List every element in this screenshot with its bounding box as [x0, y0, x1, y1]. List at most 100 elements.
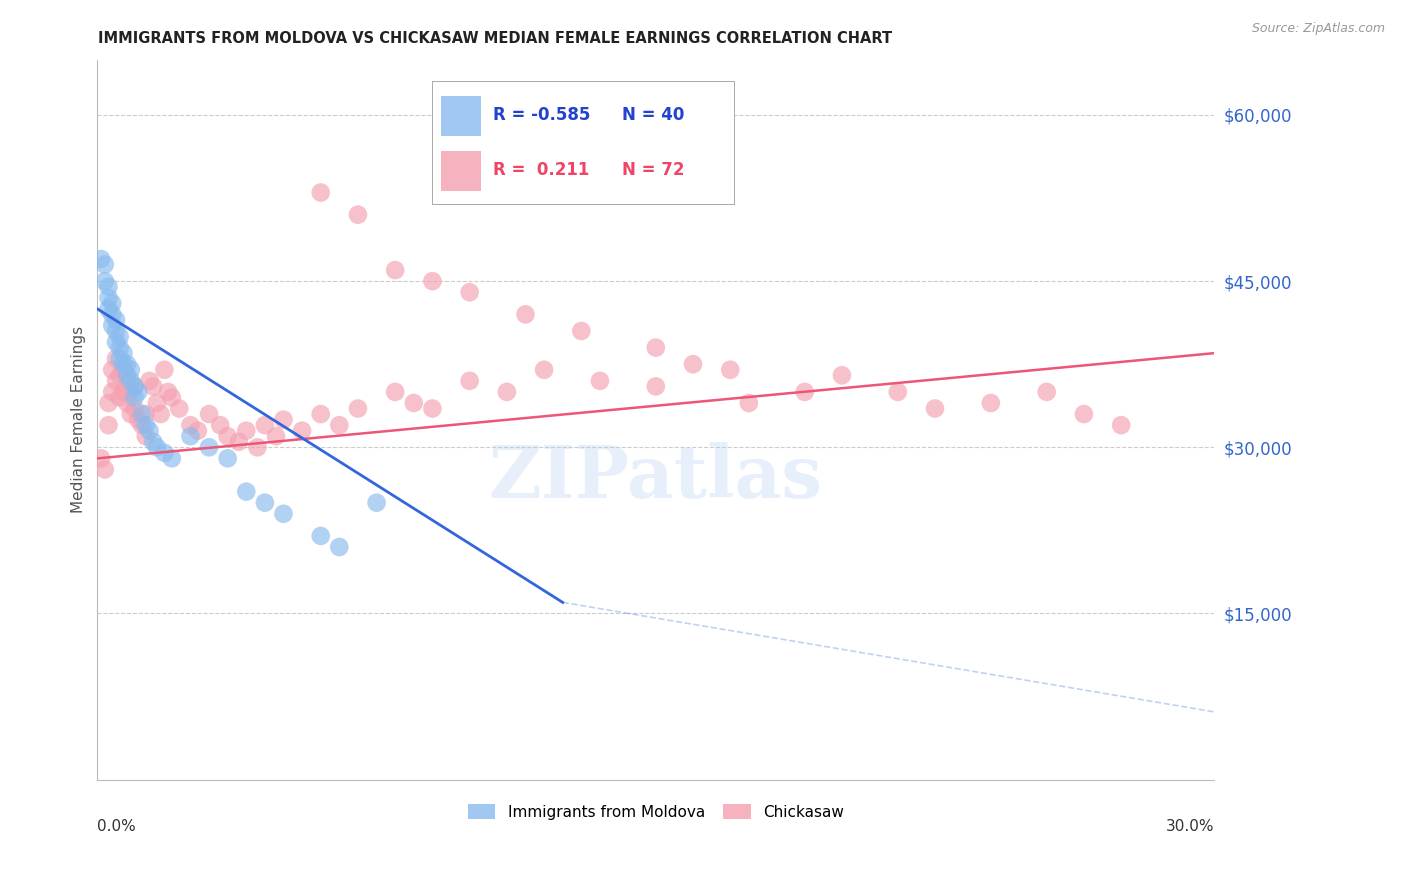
Point [153, 446, 176, 460]
Point [209, 418, 232, 433]
Point [149, 407, 172, 421]
Point [115, 374, 138, 388]
Point [980, 396, 1002, 410]
Point [264, 429, 287, 443]
Point [253, 418, 276, 433]
Point [291, 424, 314, 438]
Point [97, 396, 120, 410]
Point [1073, 407, 1095, 421]
Point [124, 401, 146, 416]
Point [924, 401, 946, 416]
Point [115, 368, 138, 383]
Point [235, 484, 257, 499]
Point [112, 384, 135, 399]
Point [124, 379, 146, 393]
Point [104, 374, 127, 388]
Point [793, 384, 815, 399]
Point [157, 384, 180, 399]
Text: ZIPatlas: ZIPatlas [489, 442, 823, 513]
Text: 30.0%: 30.0% [1166, 819, 1215, 834]
Text: Source: ZipAtlas.com: Source: ZipAtlas.com [1251, 22, 1385, 36]
Point [160, 391, 183, 405]
Point [198, 407, 221, 421]
Point [101, 296, 124, 310]
Point [108, 391, 131, 405]
Point [366, 496, 388, 510]
Point [135, 407, 157, 421]
Point [422, 274, 444, 288]
Point [90, 252, 112, 266]
Point [104, 334, 127, 349]
Point [115, 357, 138, 371]
Point [496, 384, 519, 399]
Legend: Immigrants from Moldova, Chickasaw: Immigrants from Moldova, Chickasaw [461, 798, 849, 826]
Point [309, 407, 332, 421]
Point [101, 384, 124, 399]
Point [94, 462, 117, 476]
Point [120, 363, 142, 377]
Point [187, 424, 209, 438]
Point [142, 434, 165, 449]
Point [228, 434, 250, 449]
Point [124, 379, 146, 393]
Point [135, 418, 157, 433]
Point [120, 384, 142, 399]
Point [142, 379, 165, 393]
Point [94, 258, 117, 272]
Point [347, 401, 370, 416]
Point [384, 263, 406, 277]
Point [160, 451, 183, 466]
Point [97, 301, 120, 316]
Point [217, 451, 239, 466]
Point [112, 357, 135, 371]
Point [104, 324, 127, 338]
Point [179, 418, 201, 433]
Point [569, 324, 592, 338]
Point [104, 351, 127, 366]
Point [120, 374, 142, 388]
Point [138, 374, 160, 388]
Point [146, 440, 169, 454]
Point [108, 351, 131, 366]
Text: 0.0%: 0.0% [97, 819, 136, 834]
Point [112, 363, 135, 377]
Point [328, 540, 350, 554]
Point [153, 363, 176, 377]
Point [135, 429, 157, 443]
Point [458, 374, 481, 388]
Point [347, 208, 370, 222]
Point [167, 401, 190, 416]
Point [97, 291, 120, 305]
Point [515, 307, 537, 321]
Point [90, 451, 112, 466]
Point [115, 396, 138, 410]
Point [589, 374, 612, 388]
Point [246, 440, 269, 454]
Point [217, 429, 239, 443]
Point [644, 379, 666, 393]
Point [108, 368, 131, 383]
Point [309, 529, 332, 543]
Point [104, 313, 127, 327]
Point [97, 279, 120, 293]
Point [94, 274, 117, 288]
Point [131, 418, 153, 433]
Point [138, 424, 160, 438]
Point [738, 396, 761, 410]
Point [235, 424, 257, 438]
Point [101, 363, 124, 377]
Point [273, 412, 295, 426]
Point [131, 407, 153, 421]
Point [682, 357, 704, 371]
Point [402, 396, 425, 410]
Point [458, 285, 481, 300]
Point [198, 440, 221, 454]
Point [422, 401, 444, 416]
Point [112, 346, 135, 360]
Point [718, 363, 741, 377]
Point [253, 496, 276, 510]
Point [831, 368, 853, 383]
Point [328, 418, 350, 433]
Point [101, 318, 124, 333]
Point [384, 384, 406, 399]
